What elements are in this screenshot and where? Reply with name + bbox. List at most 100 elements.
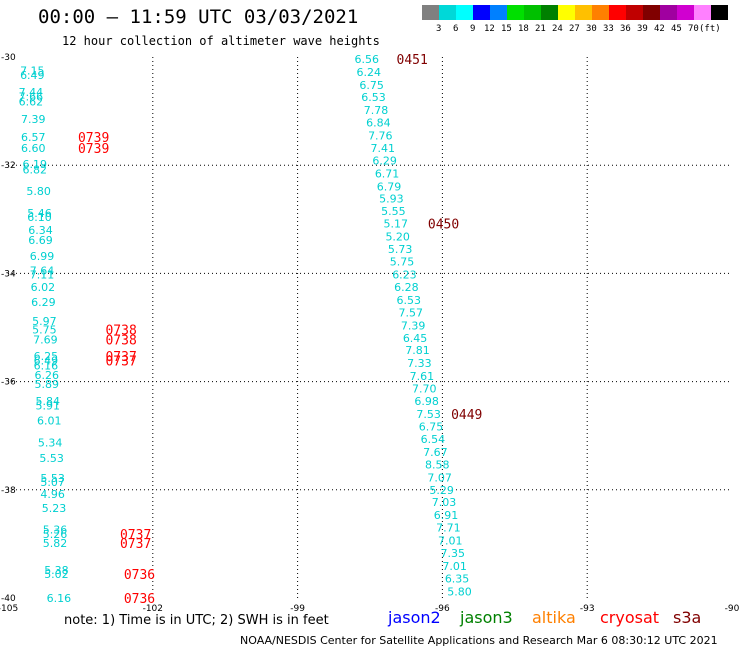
- time-label: 0738: [105, 333, 136, 348]
- y-tick-label: -30: [1, 53, 16, 63]
- x-tick-label: -96: [435, 604, 450, 614]
- wave-height-point: 8.58: [425, 458, 450, 471]
- wave-height-point: 6.49: [34, 355, 59, 368]
- wave-height-point: 5.34: [38, 437, 63, 450]
- legend-swatch: [558, 5, 575, 20]
- wave-height-point: 6.26: [35, 369, 60, 382]
- wave-height-point: 7.53: [416, 408, 441, 421]
- legend-label: 45: [671, 24, 682, 34]
- axes: -105 -102 -99 -96 -93 -90 -30 -32 -34 -36 -38 -40: [0, 53, 740, 614]
- legend-swatch: [694, 5, 711, 20]
- wave-height-point: 6.19: [22, 158, 47, 171]
- footer-credit: NOAA/NESDIS Center for Satellite Applica…: [240, 634, 718, 647]
- legend-label: 9: [470, 24, 476, 34]
- wave-height-point: 7.44: [19, 86, 44, 99]
- legend-swatch: [473, 5, 490, 20]
- wave-height-point: 5.07: [40, 476, 65, 489]
- wave-height-point: 6.84: [366, 116, 391, 129]
- wave-height-point: 6.57: [21, 131, 45, 144]
- x-tick-label: -102: [143, 604, 163, 614]
- wave-height-point: 7.71: [436, 522, 461, 535]
- wave-height-point: 7.39: [21, 113, 45, 126]
- wave-height-point: 5.80: [447, 586, 472, 599]
- wave-height-point: 5.97: [32, 315, 57, 328]
- time-label: 0451: [397, 53, 428, 68]
- legend-label: 42: [654, 24, 665, 34]
- time-label: 0739: [78, 142, 109, 157]
- legend-label: 70: [688, 24, 699, 34]
- y-tick-label: -32: [1, 161, 16, 171]
- time-label: 0450: [428, 218, 459, 233]
- wave-height-point: 6.53: [397, 294, 422, 307]
- wave-height-point: 5.23: [42, 502, 67, 515]
- legend-label: 12: [484, 24, 495, 34]
- time-label: 0449: [451, 408, 482, 423]
- legend-label: 3: [436, 24, 442, 34]
- wave-height-point: 7.67: [423, 446, 448, 459]
- satellite-jason3: jason3: [460, 608, 513, 627]
- time-labels: 0739073907380738073707370737073707360736…: [78, 53, 482, 607]
- wave-height-point: 6.23: [392, 268, 417, 281]
- wave-height-point: 6.62: [19, 95, 44, 108]
- wave-height-point: 6.82: [22, 164, 47, 177]
- wave-height-point: 6.98: [414, 395, 439, 408]
- x-tick-label: -90: [725, 604, 740, 614]
- time-label: 0736: [124, 568, 155, 583]
- wave-height-point: 6.99: [30, 250, 55, 263]
- legend-label: 6: [453, 24, 459, 34]
- legend-swatch: [422, 5, 439, 20]
- wave-height-point: 7.07: [427, 471, 452, 484]
- wave-height-point: 5.55: [381, 205, 406, 218]
- legend-swatch: [677, 5, 694, 20]
- wave-height-point: 6.29: [31, 296, 56, 309]
- y-tick-label: -34: [1, 269, 16, 279]
- legend-swatch: [609, 5, 626, 20]
- wave-height-point: 7.64: [30, 265, 55, 278]
- x-tick-label: -93: [580, 604, 595, 614]
- grid: [8, 57, 732, 598]
- wave-height-point: 5.53: [40, 472, 65, 485]
- legend-label: 33: [603, 24, 614, 34]
- wave-height-point: 5.46: [27, 207, 52, 220]
- wave-height-point: 5.91: [36, 399, 61, 412]
- wave-height-point: 6.01: [37, 415, 62, 428]
- wave-height-point: 6.56: [355, 53, 380, 66]
- wave-height-point: 4.96: [40, 488, 65, 501]
- data-points: 7.156.497.447.666.627.396.576.606.196.82…: [19, 53, 472, 605]
- wave-height-point: 7.70: [412, 383, 437, 396]
- wave-height-point: 5.36: [43, 523, 68, 536]
- wave-height-point: 6.34: [28, 224, 53, 237]
- legend-swatch: [643, 5, 660, 20]
- wave-height-point: 6.75: [419, 421, 444, 434]
- wave-height-point: 6.02: [31, 281, 56, 294]
- wave-height-point: 7.01: [442, 560, 467, 573]
- legend-swatch: [660, 5, 677, 20]
- wave-height-point: 6.54: [421, 433, 446, 446]
- wave-height-point: 6.16: [34, 359, 59, 372]
- wave-height-point: 6.28: [394, 281, 419, 294]
- wave-height-point: 5.82: [43, 537, 68, 550]
- wave-height-point: 6.49: [20, 69, 45, 82]
- chart-title: 00:00 – 11:59 UTC 03/03/2021: [38, 6, 359, 28]
- note-text: note: 1) Time is in UTC; 2) SWH is in fe…: [64, 613, 329, 628]
- legend-label: 27: [569, 24, 580, 34]
- wave-height-point: 6.35: [445, 573, 470, 586]
- wave-height-point: 5.02: [44, 568, 68, 581]
- y-tick-label: -36: [1, 378, 16, 388]
- wave-height-point: 7.15: [20, 65, 45, 78]
- wave-height-point: 7.35: [440, 547, 465, 560]
- wave-height-point: 5.75: [390, 255, 415, 268]
- x-tick-label: -105: [0, 604, 18, 614]
- wave-height-point: 7.01: [438, 535, 463, 548]
- time-label: 0736: [124, 592, 155, 607]
- wave-height-point: 6.69: [28, 234, 53, 247]
- wave-height-point: 7.11: [30, 268, 55, 281]
- legend-label: 30: [586, 24, 597, 34]
- wave-height-point: 5.75: [32, 324, 57, 337]
- time-label: 0737: [120, 537, 151, 552]
- wave-height-point: 6.29: [372, 154, 397, 167]
- legend-swatch: [490, 5, 507, 20]
- legend-swatch: [592, 5, 609, 20]
- wave-height-point: 7.66: [19, 90, 44, 103]
